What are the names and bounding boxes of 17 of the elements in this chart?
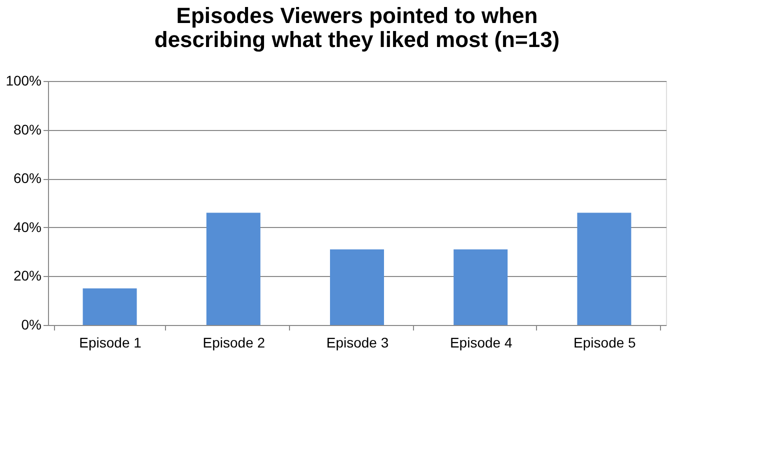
bar xyxy=(454,249,508,325)
y-tick-label: 100% xyxy=(6,72,42,88)
x-tick-label: Episode 2 xyxy=(202,334,266,350)
bar xyxy=(577,212,632,325)
chart-title: Episodes Viewers pointed to when describing what they liked most (n=13) xyxy=(154,3,560,52)
y-tick-label: 20% xyxy=(13,268,42,284)
bar xyxy=(330,249,384,325)
x-tick-label: Episode 4 xyxy=(450,334,512,350)
bar xyxy=(82,288,137,325)
x-tick-label: Episode 1 xyxy=(79,334,142,350)
bar xyxy=(206,212,260,325)
x-tick-label: Episode 3 xyxy=(326,334,389,350)
y-tick-label: 60% xyxy=(13,170,42,186)
y-tick-label: 0% xyxy=(21,316,42,332)
x-tick-label: Episode 5 xyxy=(574,334,636,350)
y-tick-label: 80% xyxy=(13,121,42,138)
y-tick-label: 40% xyxy=(13,218,42,235)
